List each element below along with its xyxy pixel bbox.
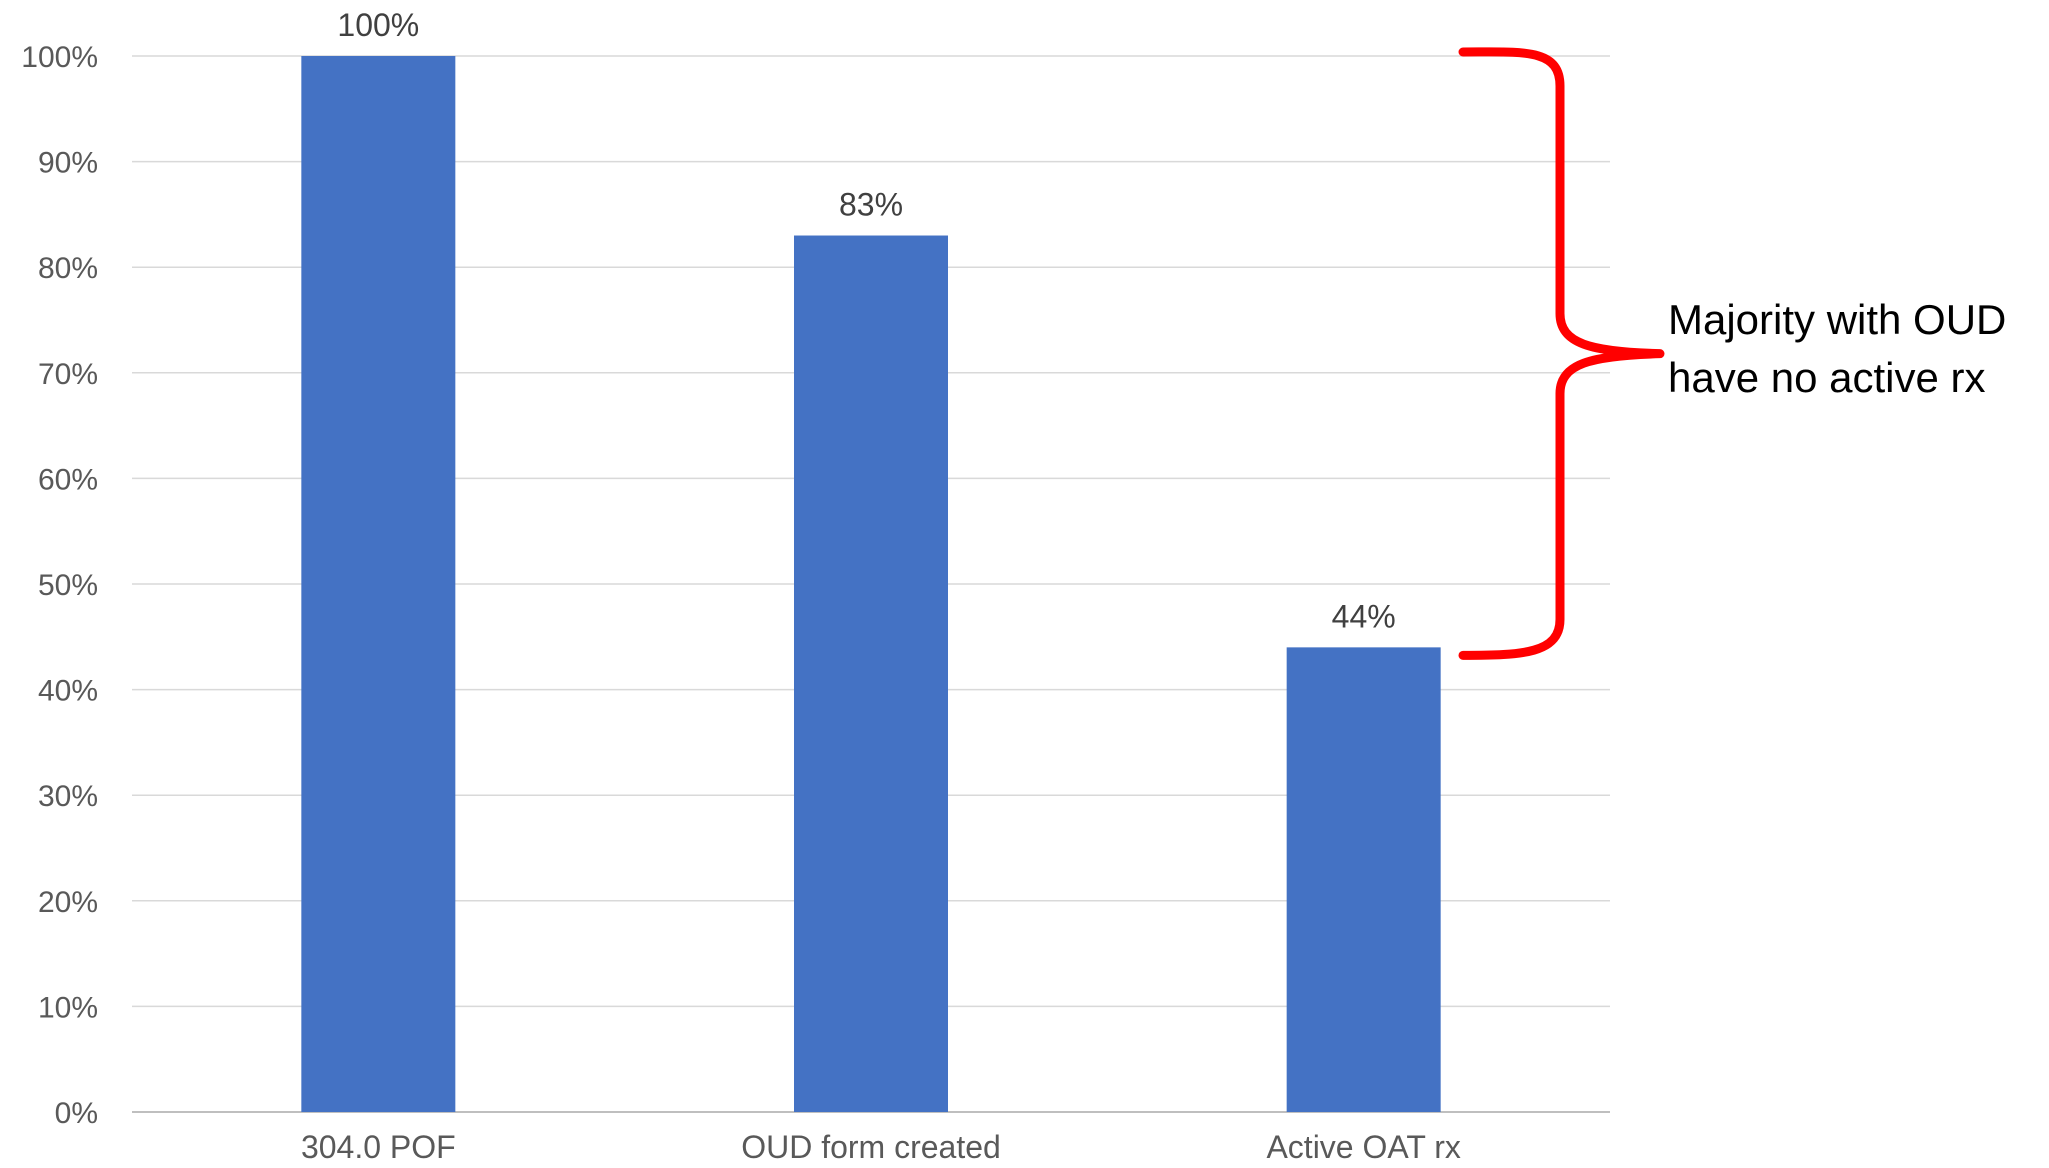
y-tick-label: 40% bbox=[38, 675, 98, 708]
y-tick-label: 0% bbox=[55, 1097, 98, 1130]
y-axis-tick-labels: 0% 10% 20% 30% 40% 50% 60% 70% 80% 90% 100% bbox=[21, 41, 98, 1130]
x-category-label: OUD form created bbox=[741, 1129, 1001, 1163]
x-category-label: Active OAT rx bbox=[1266, 1129, 1460, 1163]
bracket-annotation bbox=[1458, 47, 1665, 660]
data-label: 83% bbox=[839, 187, 903, 223]
y-tick-label: 70% bbox=[38, 358, 98, 391]
y-tick-label: 80% bbox=[38, 252, 98, 285]
y-tick-label: 90% bbox=[38, 147, 98, 180]
bar bbox=[1286, 647, 1441, 1112]
y-tick-label: 10% bbox=[38, 991, 98, 1024]
y-tick-label: 100% bbox=[21, 41, 98, 74]
x-axis-category-labels: 304.0 POF OUD form created Active OAT rx bbox=[301, 1129, 1461, 1165]
data-labels: 100% 83% 44% bbox=[337, 7, 1395, 634]
y-tick-label: 20% bbox=[38, 886, 98, 919]
data-label: 44% bbox=[1332, 598, 1396, 634]
y-tick-label: 60% bbox=[38, 463, 98, 496]
annotation: Majority with OUD have no active rx bbox=[1458, 47, 2006, 660]
annotation-line-2: have no active rx bbox=[1668, 354, 1986, 401]
x-category-label: 304.0 POF bbox=[301, 1129, 456, 1163]
y-tick-label: 50% bbox=[38, 569, 98, 602]
bar bbox=[794, 235, 948, 1112]
y-tick-label: 30% bbox=[38, 780, 98, 813]
bars bbox=[301, 56, 1441, 1112]
annotation-line-1: Majority with OUD bbox=[1668, 296, 2006, 343]
data-label: 100% bbox=[337, 7, 419, 43]
bar bbox=[301, 56, 456, 1112]
